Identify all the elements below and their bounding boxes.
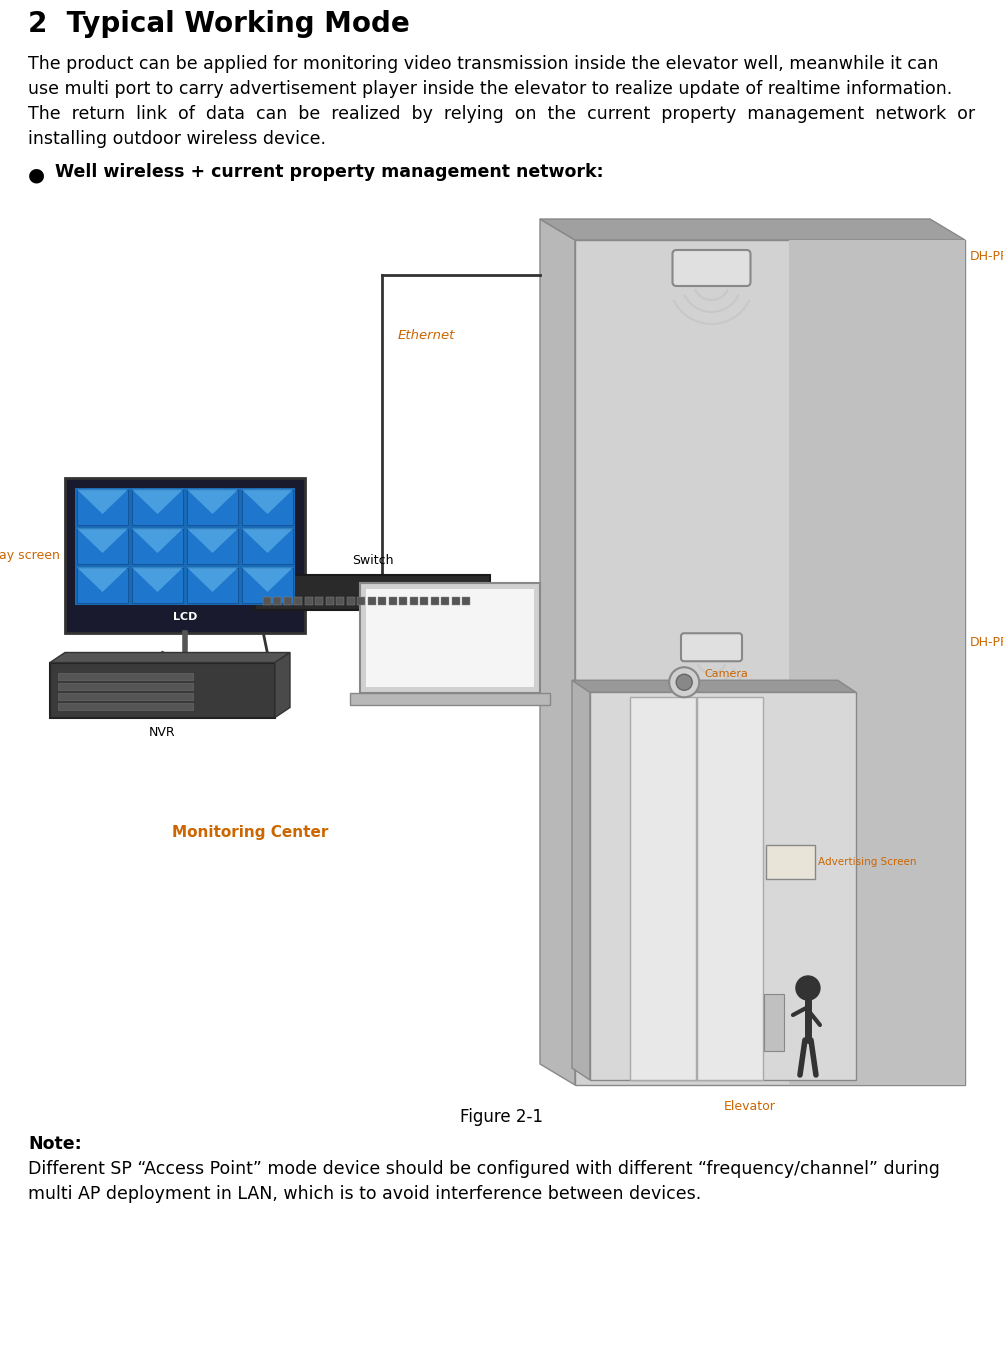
FancyBboxPatch shape: [399, 597, 407, 605]
FancyBboxPatch shape: [315, 597, 323, 605]
FancyBboxPatch shape: [273, 597, 281, 605]
Polygon shape: [590, 693, 855, 1080]
FancyBboxPatch shape: [451, 597, 459, 605]
Polygon shape: [575, 240, 964, 1085]
Polygon shape: [50, 652, 290, 663]
FancyBboxPatch shape: [420, 597, 428, 605]
Text: Monitoring Center: Monitoring Center: [172, 825, 328, 840]
Polygon shape: [350, 693, 550, 705]
Polygon shape: [77, 528, 127, 563]
Polygon shape: [50, 663, 275, 717]
Polygon shape: [540, 219, 575, 1085]
Text: installing outdoor wireless device.: installing outdoor wireless device.: [28, 130, 326, 148]
Polygon shape: [788, 240, 964, 1085]
FancyBboxPatch shape: [58, 702, 193, 710]
FancyBboxPatch shape: [388, 597, 396, 605]
Polygon shape: [131, 567, 183, 602]
Polygon shape: [131, 490, 183, 525]
Polygon shape: [275, 652, 290, 717]
Text: Figure 2-1: Figure 2-1: [460, 1108, 543, 1126]
Text: 2  Typical Working Mode: 2 Typical Working Mode: [28, 9, 409, 38]
Text: Different SP “Access Point” mode device should be configured with different “fre: Different SP “Access Point” mode device …: [28, 1160, 939, 1179]
Text: Camera: Camera: [703, 670, 747, 679]
Text: use multi port to carry advertisement player inside the elevator to realize upda: use multi port to carry advertisement pl…: [28, 80, 951, 99]
Polygon shape: [242, 490, 293, 514]
Text: Well wireless + current property management network:: Well wireless + current property managem…: [55, 163, 603, 181]
FancyBboxPatch shape: [765, 845, 814, 879]
Polygon shape: [242, 528, 293, 563]
FancyBboxPatch shape: [462, 597, 470, 605]
Polygon shape: [131, 490, 183, 514]
Polygon shape: [360, 583, 540, 693]
Polygon shape: [187, 567, 238, 593]
Polygon shape: [77, 490, 127, 514]
Polygon shape: [572, 680, 855, 693]
Polygon shape: [187, 490, 238, 525]
FancyBboxPatch shape: [58, 672, 193, 679]
FancyBboxPatch shape: [326, 597, 334, 605]
Polygon shape: [77, 567, 127, 602]
FancyBboxPatch shape: [58, 693, 193, 699]
Polygon shape: [131, 567, 183, 593]
FancyBboxPatch shape: [378, 597, 386, 605]
FancyBboxPatch shape: [409, 597, 417, 605]
FancyBboxPatch shape: [672, 250, 750, 286]
Polygon shape: [131, 528, 183, 563]
FancyBboxPatch shape: [58, 683, 193, 690]
Polygon shape: [540, 219, 964, 240]
Text: Switch: Switch: [351, 554, 393, 567]
Polygon shape: [75, 487, 295, 605]
Polygon shape: [187, 567, 238, 602]
Polygon shape: [242, 528, 293, 554]
FancyBboxPatch shape: [347, 597, 355, 605]
FancyBboxPatch shape: [763, 994, 783, 1052]
Text: Advertising Screen: Advertising Screen: [817, 857, 916, 867]
FancyBboxPatch shape: [336, 597, 344, 605]
FancyBboxPatch shape: [490, 589, 513, 603]
Polygon shape: [255, 575, 489, 610]
Text: The  return  link  of  data  can  be  realized  by  relying  on  the  current  p: The return link of data can be realized …: [28, 105, 974, 123]
Circle shape: [669, 667, 698, 697]
FancyBboxPatch shape: [430, 597, 438, 605]
FancyBboxPatch shape: [294, 597, 302, 605]
FancyBboxPatch shape: [263, 597, 271, 605]
FancyBboxPatch shape: [368, 597, 376, 605]
Polygon shape: [242, 567, 293, 593]
Circle shape: [795, 976, 819, 1000]
FancyBboxPatch shape: [305, 597, 313, 605]
FancyBboxPatch shape: [697, 697, 762, 1080]
FancyBboxPatch shape: [357, 597, 365, 605]
Polygon shape: [572, 680, 590, 1080]
FancyBboxPatch shape: [441, 597, 449, 605]
Text: Note:: Note:: [28, 1135, 81, 1153]
FancyBboxPatch shape: [680, 633, 741, 662]
Text: multi AP deployment in LAN, which is to avoid interference between devices.: multi AP deployment in LAN, which is to …: [28, 1185, 700, 1203]
Text: DH-PFM885-I: DH-PFM885-I: [969, 636, 1003, 649]
Polygon shape: [242, 490, 293, 525]
FancyBboxPatch shape: [366, 589, 534, 687]
Polygon shape: [187, 528, 238, 554]
Text: Ethernet: Ethernet: [397, 328, 454, 342]
Text: The product can be applied for monitoring video transmission inside the elevator: The product can be applied for monitorin…: [28, 55, 938, 73]
Polygon shape: [187, 490, 238, 514]
Polygon shape: [77, 528, 127, 554]
Polygon shape: [77, 490, 127, 525]
Text: Elevator: Elevator: [723, 1100, 775, 1112]
Polygon shape: [65, 478, 305, 633]
Polygon shape: [187, 528, 238, 563]
Text: NVR: NVR: [149, 725, 176, 738]
Text: ●: ●: [28, 165, 45, 184]
Polygon shape: [77, 567, 127, 593]
Circle shape: [676, 674, 691, 690]
Polygon shape: [242, 567, 293, 602]
Text: Display screen: Display screen: [0, 548, 60, 562]
FancyBboxPatch shape: [284, 597, 292, 605]
FancyBboxPatch shape: [629, 697, 696, 1080]
Text: DH-PFM885-I: DH-PFM885-I: [969, 250, 1003, 263]
Text: LCD: LCD: [173, 613, 197, 622]
Polygon shape: [131, 528, 183, 554]
